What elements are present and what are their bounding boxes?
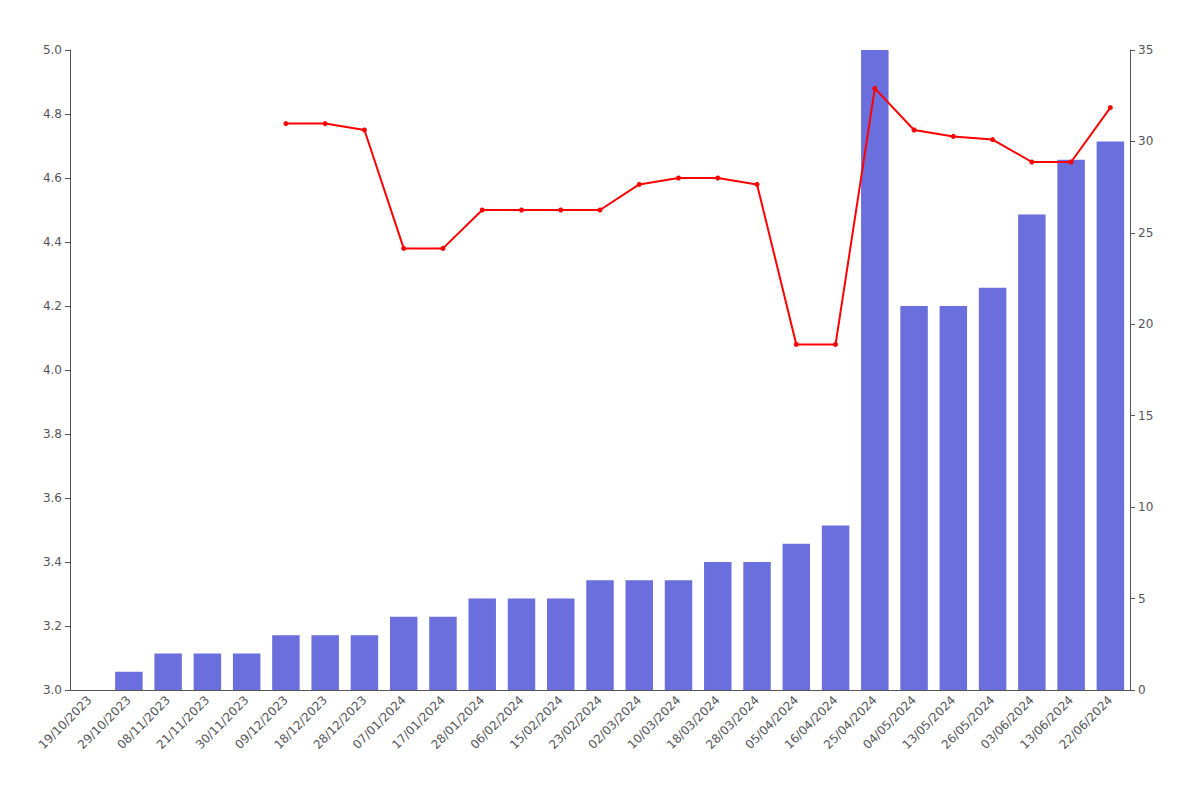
svg-text:4.8: 4.8	[43, 107, 62, 121]
svg-text:18/03/2024: 18/03/2024	[664, 693, 723, 752]
svg-text:04/05/2024: 04/05/2024	[860, 693, 919, 752]
svg-text:16/04/2024: 16/04/2024	[781, 693, 841, 752]
svg-text:28/01/2024: 28/01/2024	[428, 693, 488, 752]
svg-text:4.4: 4.4	[43, 235, 62, 249]
svg-text:13/05/2024: 13/05/2024	[899, 693, 959, 752]
svg-text:0: 0	[1138, 683, 1146, 697]
svg-text:21/11/2023: 21/11/2023	[153, 693, 213, 752]
svg-text:3.4: 3.4	[43, 555, 62, 569]
svg-text:3.2: 3.2	[43, 619, 62, 633]
svg-text:17/01/2024: 17/01/2024	[389, 693, 448, 752]
svg-text:13/06/2024: 13/06/2024	[1017, 693, 1077, 752]
svg-text:3.8: 3.8	[43, 427, 62, 441]
svg-text:02/03/2024: 02/03/2024	[585, 693, 645, 752]
svg-text:5: 5	[1138, 592, 1146, 606]
svg-text:10: 10	[1138, 500, 1153, 514]
svg-text:07/01/2024: 07/01/2024	[349, 693, 409, 752]
svg-text:30/11/2023: 30/11/2023	[192, 693, 252, 752]
svg-text:23/02/2024: 23/02/2024	[546, 693, 605, 752]
svg-text:18/12/2023: 18/12/2023	[271, 693, 331, 752]
svg-text:03/06/2024: 03/06/2024	[978, 693, 1037, 752]
svg-text:19/10/2023: 19/10/2023	[35, 693, 95, 752]
svg-text:05/04/2024: 05/04/2024	[742, 693, 802, 752]
svg-text:5.0: 5.0	[43, 43, 62, 57]
svg-text:3.0: 3.0	[43, 683, 62, 697]
svg-text:29/10/2023: 29/10/2023	[75, 693, 134, 752]
svg-text:09/12/2023: 09/12/2023	[232, 693, 291, 752]
svg-text:28/03/2024: 28/03/2024	[703, 693, 762, 752]
svg-text:08/11/2023: 08/11/2023	[114, 693, 174, 752]
svg-text:4.2: 4.2	[43, 299, 62, 313]
svg-text:25/04/2024: 25/04/2024	[821, 693, 880, 752]
svg-text:28/12/2023: 28/12/2023	[310, 693, 370, 752]
svg-text:10/03/2024: 10/03/2024	[624, 693, 684, 752]
svg-text:26/05/2024: 26/05/2024	[938, 693, 998, 752]
svg-text:06/02/2024: 06/02/2024	[467, 693, 527, 752]
svg-text:3.6: 3.6	[43, 491, 62, 505]
svg-text:30: 30	[1138, 134, 1153, 148]
svg-text:4.0: 4.0	[43, 363, 62, 377]
svg-text:4.6: 4.6	[43, 171, 62, 185]
svg-text:15/02/2024: 15/02/2024	[506, 693, 566, 752]
svg-text:15: 15	[1138, 409, 1153, 423]
svg-text:35: 35	[1138, 43, 1153, 57]
svg-text:22/06/2024: 22/06/2024	[1057, 693, 1116, 752]
svg-text:20: 20	[1138, 317, 1153, 331]
svg-text:25: 25	[1138, 226, 1153, 240]
